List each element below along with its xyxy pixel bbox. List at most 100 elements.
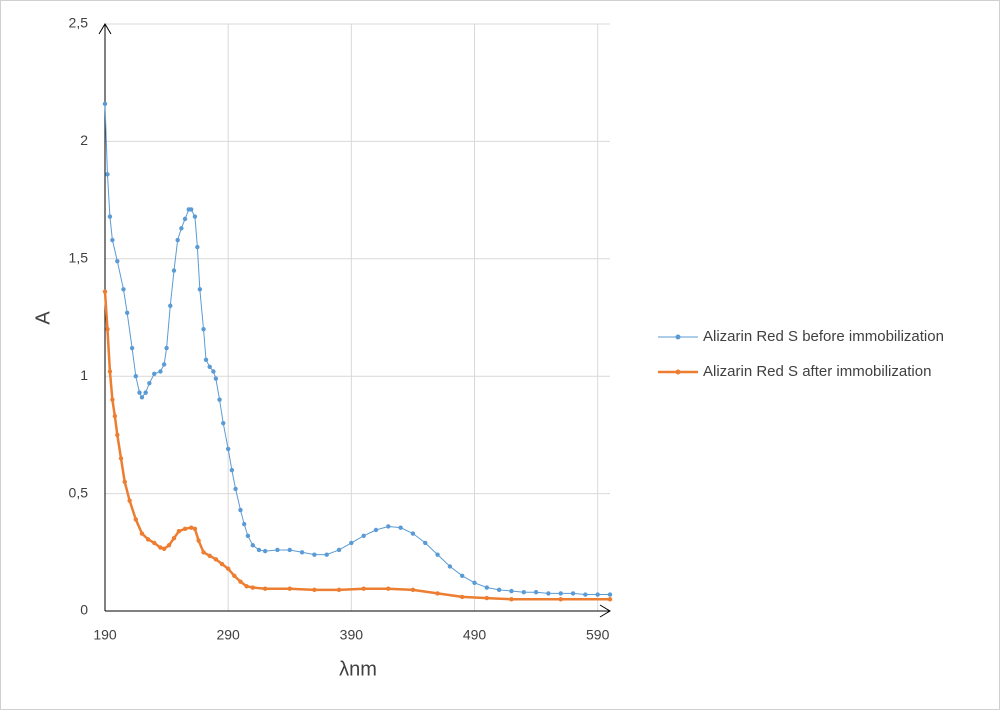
- data-point: [386, 586, 391, 591]
- data-point: [484, 595, 490, 601]
- data-point: [161, 362, 167, 367]
- data-point: [201, 327, 206, 332]
- data-point: [201, 550, 206, 555]
- data-point: [152, 371, 157, 377]
- data-point: [423, 540, 428, 546]
- data-point: [373, 527, 379, 533]
- data-point: [570, 591, 576, 596]
- x-tick-label: 290: [216, 627, 240, 643]
- data-point: [118, 456, 124, 461]
- y-tick-label: 0: [80, 602, 88, 618]
- data-point: [546, 591, 551, 596]
- data-point: [217, 397, 222, 402]
- data-point: [139, 531, 145, 536]
- data-point: [139, 395, 145, 400]
- data-point: [176, 528, 182, 534]
- data-point: [219, 561, 225, 567]
- x-tick-label: 190: [93, 627, 117, 643]
- data-point: [229, 467, 235, 473]
- x-axis-title: λnm: [339, 658, 377, 680]
- data-point: [107, 369, 113, 374]
- data-point: [192, 214, 198, 219]
- data-point: [496, 587, 502, 593]
- series-line: [103, 291, 610, 601]
- data-point: [459, 573, 465, 578]
- x-tick-label: 490: [463, 627, 487, 643]
- data-point: [129, 345, 135, 351]
- data-point: [152, 540, 157, 546]
- data-point: [558, 591, 563, 596]
- data-point: [484, 585, 490, 590]
- x-axis-arrow: [599, 604, 611, 618]
- x-tick-label: 590: [586, 627, 610, 643]
- data-point: [299, 550, 305, 555]
- data-point: [287, 547, 292, 553]
- data-point: [105, 172, 110, 177]
- data-point: [533, 590, 539, 595]
- data-point: [196, 538, 201, 543]
- data-point: [192, 526, 198, 532]
- data-point: [115, 432, 120, 438]
- data-point: [195, 244, 200, 250]
- y-tick-label: 0,5: [69, 484, 89, 500]
- data-point: [256, 547, 262, 553]
- data-point: [336, 547, 342, 553]
- x-tick-label: 390: [340, 627, 364, 643]
- data-point: [211, 369, 216, 374]
- data-point: [213, 557, 219, 562]
- data-point: [435, 591, 440, 596]
- data-point: [410, 587, 416, 593]
- data-point: [145, 537, 151, 542]
- data-point: [238, 507, 243, 513]
- data-point: [133, 517, 138, 522]
- data-point: [472, 580, 477, 586]
- y-axis-arrow: [98, 23, 112, 35]
- data-point: [447, 564, 453, 569]
- data-point: [122, 479, 127, 485]
- data-point: [225, 566, 231, 571]
- data-point: [221, 420, 226, 426]
- data-point: [102, 289, 108, 294]
- data-point: [189, 525, 194, 530]
- legend-label: Alizarin Red S before immobilization: [703, 328, 944, 345]
- data-point: [262, 548, 268, 554]
- data-point: [207, 364, 212, 370]
- data-point: [110, 237, 115, 243]
- data-point: [143, 390, 148, 395]
- data-point: [166, 543, 172, 548]
- data-point: [558, 597, 563, 602]
- data-point: [147, 381, 152, 386]
- data-point: [213, 376, 219, 381]
- data-point: [386, 524, 391, 529]
- data-point: [137, 390, 142, 395]
- data-point: [203, 357, 209, 362]
- data-point: [509, 588, 514, 594]
- data-point: [245, 533, 251, 539]
- data-point: [232, 573, 237, 578]
- legend-marker: [675, 369, 681, 375]
- data-point: [161, 546, 167, 551]
- data-point: [127, 498, 132, 503]
- data-point: [349, 540, 354, 546]
- data-point: [262, 586, 268, 591]
- data-point: [175, 237, 180, 243]
- data-point: [459, 594, 465, 600]
- legend-label: Alizarin Red S after immobilization: [703, 363, 931, 380]
- data-point: [158, 545, 163, 550]
- data-point: [189, 207, 194, 212]
- data-point: [168, 303, 173, 308]
- data-point: [435, 552, 440, 557]
- data-point: [105, 327, 110, 332]
- data-point: [121, 287, 126, 292]
- data-point: [124, 310, 130, 316]
- data-point: [244, 584, 249, 589]
- data-point: [182, 216, 188, 222]
- data-point: [241, 521, 247, 527]
- y-tick-label: 1,5: [69, 250, 89, 266]
- data-point: [133, 374, 138, 379]
- data-point: [275, 547, 280, 553]
- data-point: [107, 214, 113, 219]
